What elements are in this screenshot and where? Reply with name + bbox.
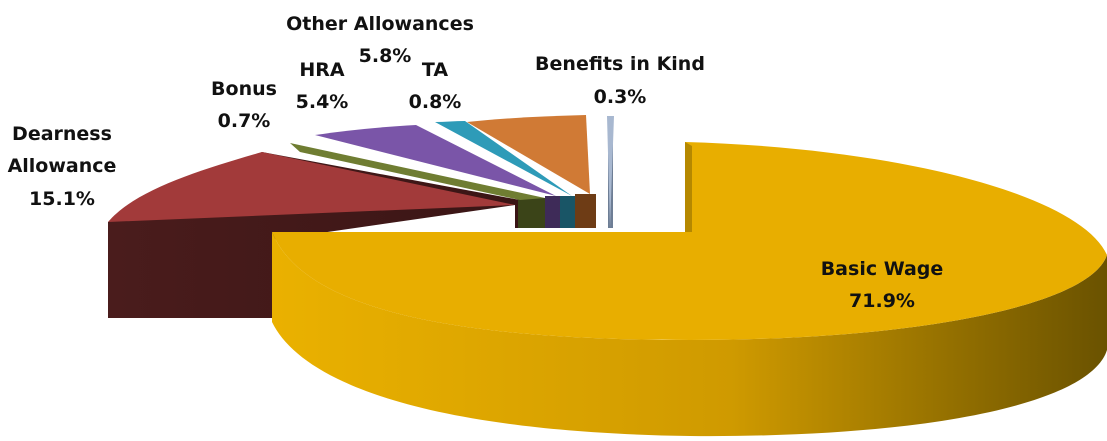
- label-bonus-value: 0.7%: [218, 110, 271, 132]
- slice-wall-basic-wage: [272, 232, 1107, 437]
- label-benefits-in-kind-value: 0.3%: [594, 86, 647, 108]
- label-other-allowances-value: 5.8%: [359, 45, 412, 67]
- label-ta-value: 0.8%: [409, 91, 462, 113]
- slice-wall-hra: [545, 196, 560, 228]
- slice-wall-bonus: [518, 198, 545, 228]
- label-other-allowances-name: Other Allowances: [286, 13, 474, 35]
- label-dearness-allowance-name-line2: Allowance: [8, 155, 117, 177]
- label-bonus-name: Bonus: [211, 78, 277, 100]
- slice-top-other-allowances: [467, 115, 590, 194]
- slice-top-hra: [315, 125, 556, 196]
- label-basic-wage-value: 71.9%: [849, 290, 915, 312]
- slice-top-basic-wage: [272, 142, 1107, 340]
- slice-top-ta: [435, 121, 572, 196]
- label-benefits-in-kind-name: Benefits in Kind: [535, 53, 705, 75]
- slice-inner-basic-wage: [685, 142, 692, 232]
- label-dearness-allowance-value: 15.1%: [29, 188, 95, 210]
- slice-wall-other-allowances: [575, 194, 596, 228]
- slice-top-benefits-in-kind: [607, 116, 614, 228]
- label-dearness-allowance-name-line1: Dearness: [12, 123, 112, 145]
- label-hra-name: HRA: [299, 59, 345, 81]
- slice-wall-ta: [560, 196, 575, 228]
- label-ta-name: TA: [422, 59, 448, 81]
- slice-top-dearness-allowance: [108, 152, 515, 222]
- label-hra-value: 5.4%: [296, 91, 349, 113]
- label-basic-wage-name: Basic Wage: [821, 258, 944, 280]
- slice-top-bonus: [290, 143, 545, 200]
